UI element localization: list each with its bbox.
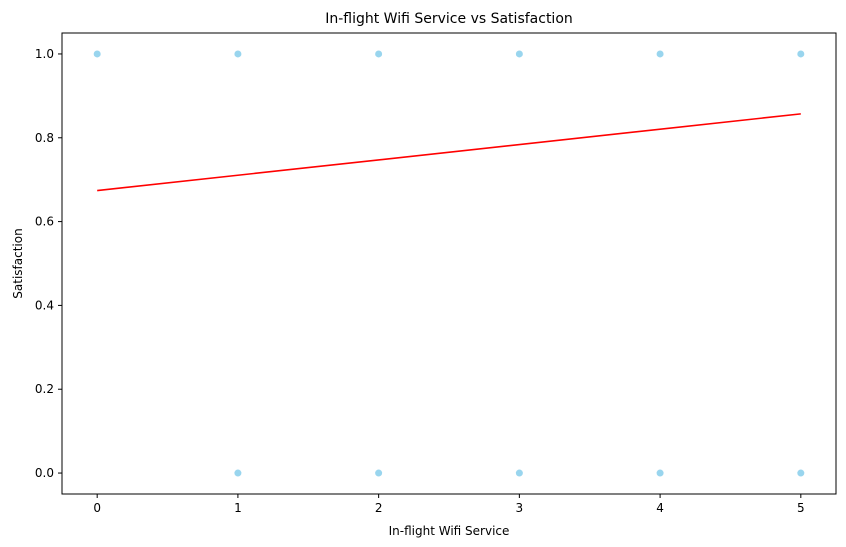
chart-title: In-flight Wifi Service vs Satisfaction	[325, 11, 573, 27]
data-point	[375, 50, 383, 58]
x-tick-label: 1	[234, 501, 242, 515]
x-tick-label: 5	[797, 501, 805, 515]
x-tick-label: 4	[656, 501, 664, 515]
x-axis: 0 1 2 3 4 5	[93, 494, 805, 515]
y-tick-label: 1.0	[35, 47, 54, 61]
x-tick-label: 2	[375, 501, 383, 515]
data-point	[656, 50, 664, 58]
y-tick-label: 0.0	[35, 466, 54, 480]
y-tick-label: 0.6	[35, 215, 54, 229]
y-axis-label: Satisfaction	[11, 228, 25, 298]
data-point	[515, 469, 523, 477]
data-point	[656, 469, 664, 477]
data-point	[515, 50, 523, 58]
x-tick-label: 0	[93, 501, 101, 515]
x-tick-label: 3	[516, 501, 524, 515]
y-tick-label: 0.2	[35, 382, 54, 396]
y-tick-label: 0.8	[35, 131, 54, 145]
data-point	[797, 50, 805, 58]
data-point	[797, 469, 805, 477]
data-point	[93, 50, 101, 58]
plot-frame	[61, 32, 837, 495]
trendline	[97, 113, 801, 192]
x-axis-label: In-flight Wifi Service	[389, 524, 510, 538]
data-point	[234, 50, 242, 58]
y-axis: 0.0 0.2 0.4 0.6 0.8 1.0	[35, 47, 62, 480]
data-point	[234, 469, 242, 477]
y-tick-label: 0.4	[35, 298, 54, 312]
plot-area	[93, 50, 805, 477]
data-point	[375, 469, 383, 477]
